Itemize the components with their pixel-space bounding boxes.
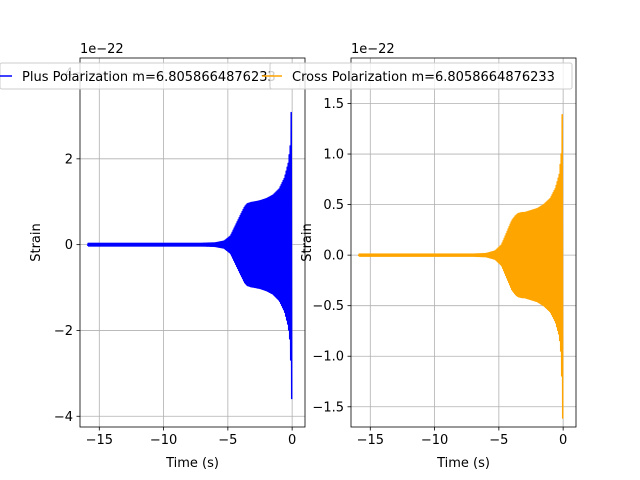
tick-marks: −15 −10 −5 0 −1.5 −1.0 −0.5 0.0 0.5 1.0 1.5 [312, 97, 567, 448]
x-tick-label: 0 [288, 433, 296, 448]
x-tick-label: −10 [150, 433, 177, 448]
series-line-0 [357, 113, 564, 419]
y-axis-label: Strain [29, 223, 44, 262]
y-tick-label: 0.0 [323, 249, 344, 264]
legend-entry-cross: Cross Polarization m=6.8058664876233 [292, 70, 555, 85]
x-tick-label: −5 [489, 433, 508, 448]
y-axis-label: Strain [300, 223, 315, 262]
y-tick-label: 0.5 [323, 198, 344, 213]
x-axis-label: Time (s) [165, 456, 219, 471]
plus-polarization-legend: Plus Polarization m=6.8058664876233 [0, 62, 301, 90]
tick-marks: −15−10−50−4−2024 [54, 67, 296, 448]
plot-lines [357, 113, 564, 419]
y-tick-label: −0.5 [312, 299, 344, 314]
x-tick-label: −5 [218, 433, 237, 448]
axes-frame [79, 57, 306, 428]
plus-polarization-subplot: −15−10−50−4−2024 1e−22 Time (s) Strain [29, 42, 306, 471]
x-tick-label: −15 [86, 433, 113, 448]
plot-lines [86, 111, 293, 400]
y-tick-label: −1.5 [312, 400, 344, 415]
cross-polarization-legend: Cross Polarization m=6.8058664876233 [262, 62, 573, 90]
axes-frame [350, 57, 577, 428]
y-tick-label: 2 [65, 152, 73, 167]
y-offset-label: 1e−22 [351, 42, 395, 57]
y-tick-label: −1.0 [312, 350, 344, 365]
x-axis-label: Time (s) [436, 456, 490, 471]
y-tick-label: −2 [54, 324, 73, 339]
x-tick-label: −15 [357, 433, 384, 448]
series-line-0 [86, 111, 293, 400]
x-tick-label: 0 [559, 433, 567, 448]
legend-entry-plus: Plus Polarization m=6.8058664876233 [22, 70, 276, 85]
cross-polarization-subplot: −15 −10 −5 0−1.5−1.0−0.50.00.51.01.5 1e−22 … [300, 42, 577, 471]
y-tick-label: −4 [54, 410, 73, 425]
y-tick-label: 1.0 [323, 148, 344, 163]
y-offset-label: 1e−22 [80, 42, 124, 57]
x-tick-label: −10 [421, 433, 448, 448]
y-tick-label: 1.5 [323, 97, 344, 112]
y-tick-label: 0 [65, 238, 73, 253]
